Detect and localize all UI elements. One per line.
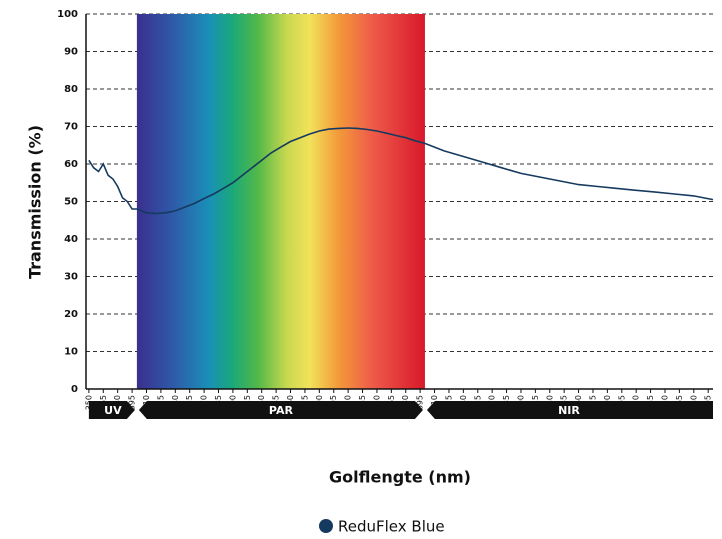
y-tick-label: 100	[57, 9, 78, 20]
y-tick-label: 40	[64, 234, 78, 245]
y-tick-label: 60	[64, 159, 78, 170]
band-label: UV	[104, 404, 122, 417]
y-tick-label: 80	[64, 84, 78, 95]
y-tick-label: 20	[64, 309, 78, 320]
spectrum	[136, 14, 425, 389]
x-axis-title: Golflengte (nm)	[329, 468, 471, 487]
y-tick-label: 50	[64, 197, 78, 208]
x-tick-label: 695	[416, 395, 425, 410]
legend-label: ReduFlex Blue	[338, 518, 445, 536]
x-tick-label: 395	[128, 395, 137, 410]
band	[138, 401, 423, 419]
y-tick-label: 70	[64, 122, 78, 133]
band	[426, 401, 713, 419]
y-tick-label: 90	[64, 47, 78, 58]
y-tick-label: 10	[64, 347, 78, 358]
y-tick-label: 30	[64, 272, 78, 283]
band-label: PAR	[269, 404, 294, 417]
y-tick-label: 0	[71, 384, 78, 395]
band	[88, 401, 135, 419]
band-label: NIR	[558, 404, 580, 417]
legend-marker	[319, 519, 333, 533]
line	[88, 127, 714, 215]
y-axis-title: Transmission (%)	[26, 125, 45, 279]
